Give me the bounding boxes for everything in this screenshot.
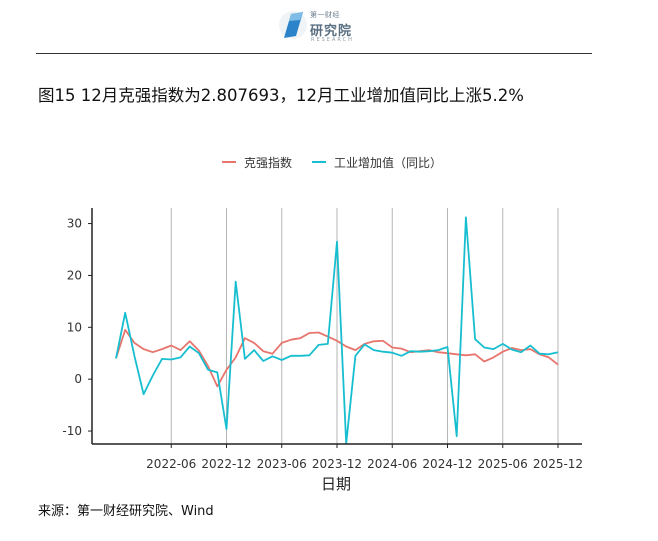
legend-label-industrial: 工业增加值（同比）	[334, 155, 442, 170]
y-tick-label: 30	[67, 217, 82, 231]
x-ticks: 2022-06 2022-12 2023-06 2023-12 2024-06 2024-…	[146, 444, 583, 471]
grid-lines	[170, 208, 559, 444]
series-lines	[115, 216, 559, 445]
source-note: 来源：第一财经研究院、Wind	[38, 504, 214, 519]
legend-label-keqiang: 克强指数	[244, 155, 292, 170]
x-tick-label: 2022-06	[146, 457, 196, 471]
series-line-keqiang	[115, 328, 559, 388]
x-axis-label: 日期	[321, 475, 351, 493]
x-tick-label: 2025-06	[478, 457, 528, 471]
y-tick-label: 20	[67, 268, 82, 282]
brand-sub-text: RESEARCH	[311, 37, 354, 43]
logo-mark-icon	[279, 11, 307, 39]
brand-top-text: 第一财经	[310, 11, 340, 19]
x-tick-label: 2024-06	[367, 457, 417, 471]
x-tick-label: 2022-12	[201, 457, 251, 471]
legend: 克强指数 工业增加值（同比）	[222, 155, 442, 170]
header-divider	[36, 53, 592, 54]
y-tick-label: -10	[62, 424, 82, 438]
x-tick-label: 2023-12	[312, 457, 362, 471]
brand-main-text: 研究院	[310, 24, 353, 39]
line-chart: 克强指数 工业增加值（同比） -10 0 10 20 30 2022-06 2022-12…	[62, 155, 583, 493]
series-line-industrial	[115, 216, 559, 445]
y-tick-label: 0	[74, 372, 82, 386]
figure-title: 图15 12月克强指数为2.807693，12月工业增加值同比上涨5.2%	[38, 86, 524, 105]
x-tick-label: 2024-12	[422, 457, 472, 471]
y-ticks: -10 0 10 20 30	[62, 217, 92, 438]
brand-logo: 第一财经 研究院 RESEARCH	[274, 6, 394, 46]
x-tick-label: 2025-12	[533, 457, 583, 471]
x-tick-label: 2023-06	[257, 457, 307, 471]
y-tick-label: 10	[67, 320, 82, 334]
